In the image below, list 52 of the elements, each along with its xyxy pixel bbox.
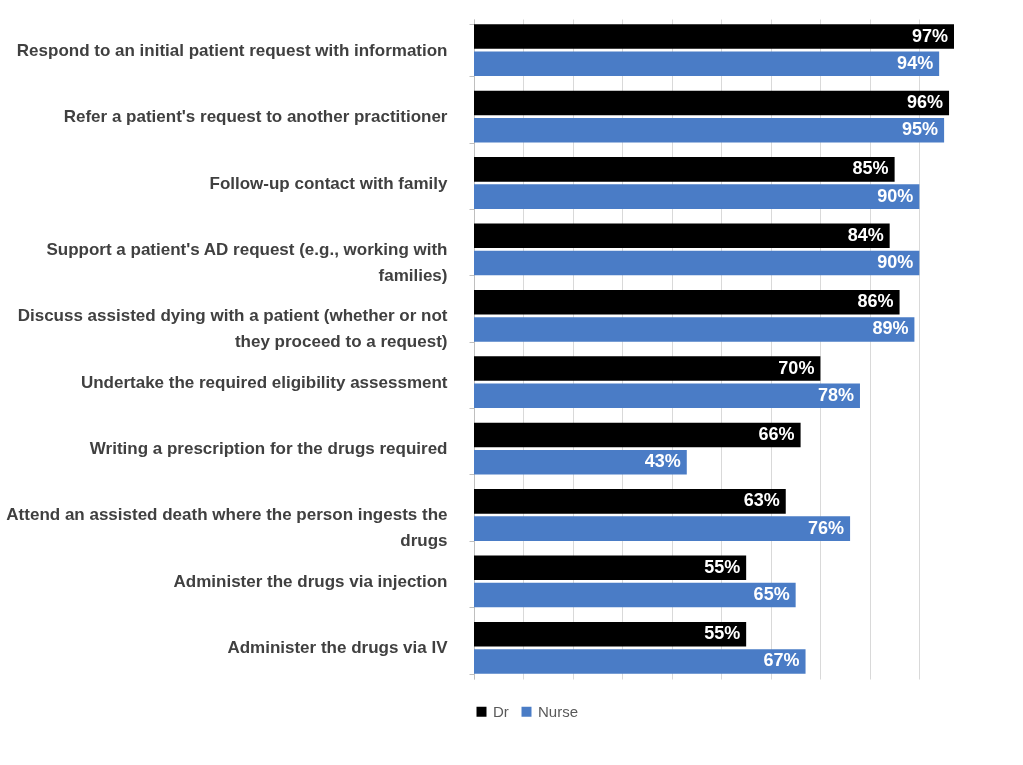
bar (474, 24, 954, 49)
y-tick-label: Administer the drugs via injection (173, 571, 448, 591)
y-tick-label: Discuss assisted dying with a patient (whether or not they proceed to a request) (17, 306, 448, 352)
data-label: 65% (753, 584, 790, 605)
data-label: 89% (872, 318, 909, 339)
bar (474, 516, 851, 541)
data-label: 78% (817, 384, 854, 405)
y-tick-label: Writing a prescription for the drugs required (89, 439, 448, 459)
data-label: 96% (907, 91, 944, 112)
y-tick-label: Administer the drugs via IV (227, 638, 449, 658)
data-label: 85% (852, 158, 889, 179)
data-label: 70% (778, 357, 815, 378)
data-label: 86% (857, 291, 894, 312)
y-tick-label: Attend an assisted death where the person ingests the drugs (6, 505, 448, 551)
bar (474, 184, 920, 209)
data-label: 55% (704, 623, 741, 644)
y-tick-label: Undertake the required eligibility assessment (80, 372, 448, 392)
data-label: 55% (704, 556, 741, 577)
bar (474, 422, 801, 448)
bar (474, 51, 940, 77)
bar (474, 117, 945, 143)
data-label: 84% (847, 224, 884, 245)
y-tick-label: Follow-up contact with family (209, 173, 449, 193)
legend-label: Dr (493, 702, 509, 720)
bar (474, 223, 890, 249)
data-label: 90% (877, 185, 914, 206)
data-label: 94% (897, 52, 934, 73)
legend-label: Nurse (538, 702, 579, 720)
bar (474, 489, 786, 514)
y-tick-label: Refer a patient's request to another practitioner (63, 107, 448, 127)
bar (474, 383, 860, 409)
bar (474, 356, 821, 381)
data-label: 76% (808, 517, 845, 538)
data-label: 97% (911, 25, 948, 46)
data-label: 43% (644, 451, 681, 472)
bar (474, 449, 687, 475)
data-label: 90% (877, 252, 914, 273)
data-label: 63% (743, 490, 780, 511)
bar (474, 621, 747, 647)
data-label: 66% (758, 423, 795, 444)
bar (474, 317, 915, 342)
bar (474, 289, 900, 315)
y-tick-label: Respond to an initial patient request with information (16, 40, 448, 60)
bar (474, 555, 747, 581)
data-label: 95% (902, 119, 939, 140)
bar (474, 649, 806, 674)
y-tick-label: Support a patient's AD request (e.g., working with families) (46, 239, 448, 285)
bar (474, 582, 796, 608)
data-label: 67% (763, 650, 800, 671)
bar (474, 250, 920, 276)
bar (474, 157, 895, 182)
bar (474, 90, 950, 116)
